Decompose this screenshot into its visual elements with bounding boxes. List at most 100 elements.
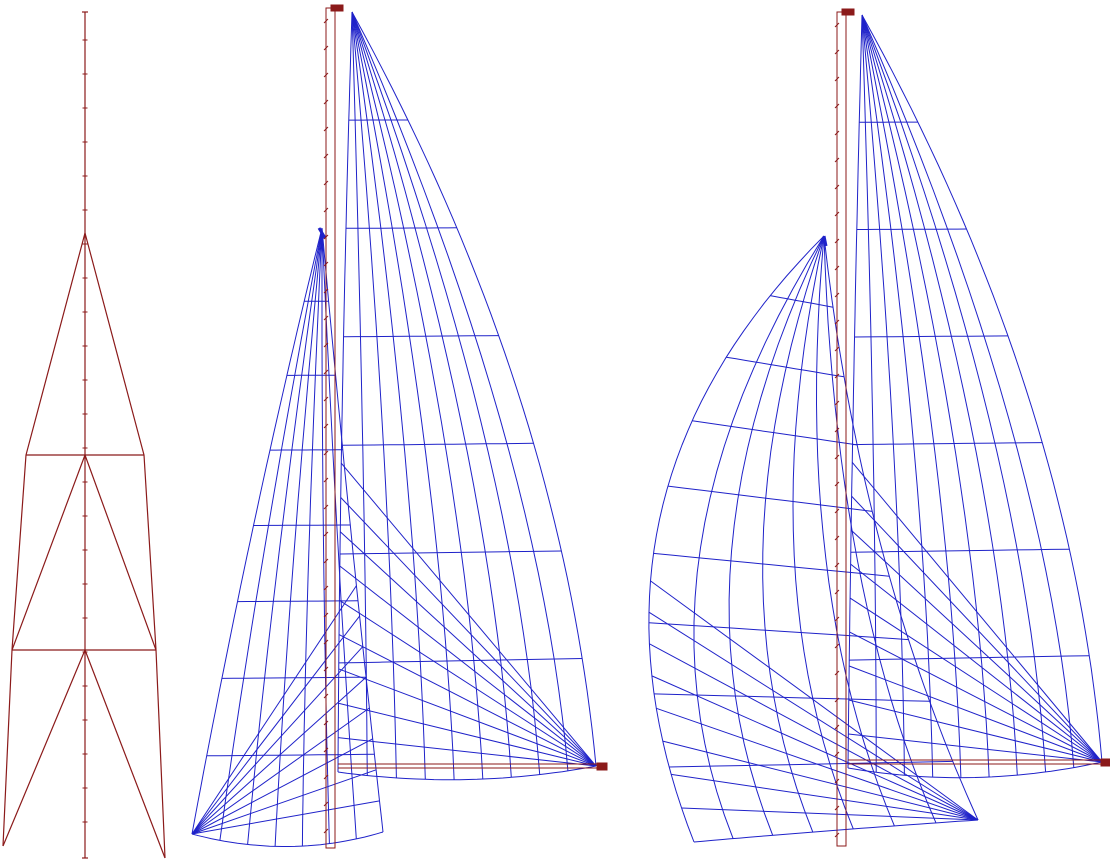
gennaker-view-masthead	[841, 8, 855, 16]
jib-luff	[191, 227, 323, 835]
jib-view-mast-fitting	[323, 207, 329, 213]
diagonal-starboard	[84, 454, 157, 651]
jib-view-mast-fitting	[323, 693, 329, 699]
jib-view-mast-fitting	[323, 180, 329, 186]
mainsail-2-fan-line	[850, 529, 1103, 763]
gennaker-view-mast-fitting	[834, 22, 840, 28]
jib-view-mast-fitting	[323, 72, 329, 78]
gennaker-view-mast-fitting	[834, 697, 840, 703]
mainsail-2-fan-line	[849, 597, 1103, 763]
jib-view-mast-fitting	[323, 45, 329, 51]
jib-view-mast-fitting	[323, 666, 329, 672]
mainsail-fan-line	[338, 668, 597, 767]
jib-view-mast-fitting	[323, 153, 329, 159]
jib-view-mast-fitting	[323, 99, 329, 105]
jib-head-mark	[317, 227, 327, 239]
jib-view-boom-end	[596, 762, 608, 771]
jib-fan-line	[191, 707, 370, 835]
jib-view-mast-fitting	[323, 612, 329, 618]
mainsail-2-span-line	[861, 14, 1018, 776]
jib-view-mast-fitting	[323, 639, 329, 645]
mainsail-fan-line	[339, 531, 597, 767]
mainsail-foot	[337, 765, 597, 781]
mainsail-2-fan-line	[849, 665, 1103, 763]
mainsail-2-chord-line	[854, 335, 1009, 338]
mainsail-2-fan-line	[850, 563, 1103, 763]
jib-span-line	[219, 227, 323, 841]
jib-view-mast-fitting	[323, 126, 329, 132]
gennaker-fan-line	[671, 773, 979, 821]
mainsail-luff	[337, 11, 353, 773]
mainsail-span-line	[351, 11, 426, 780]
mainsail-fan-line	[339, 565, 597, 767]
mainsail-2-chord-line	[852, 442, 1043, 446]
cap-shroud-port	[2, 232, 86, 847]
jib-view-mast-fitting	[323, 396, 329, 402]
gennaker-view-boom-end	[1100, 758, 1110, 767]
mainsail-leech	[351, 11, 597, 767]
gennaker-view-mast-fitting	[834, 481, 840, 487]
jib-foot	[191, 831, 384, 847]
mainsail-2-fan-line	[851, 461, 1103, 763]
jib-span-line	[247, 227, 323, 845]
mainsail-2-span-line	[861, 14, 905, 776]
gennaker-view-mast-fitting	[834, 130, 840, 136]
gennaker-chord-line	[692, 420, 858, 446]
jib-fan-line	[191, 615, 360, 835]
mainsail-fan-line	[338, 737, 597, 767]
mainsail-fan-line	[338, 702, 597, 767]
diagonal-port	[11, 454, 86, 651]
gennaker-fan-line	[649, 643, 979, 821]
lower-shroud-starboard	[84, 649, 166, 859]
jib-span-line	[274, 227, 323, 847]
gennaker-chord-line	[654, 693, 930, 702]
mainsail-2-fan-line	[851, 495, 1103, 763]
jib-chord-line	[237, 600, 359, 603]
gennaker-fan-line	[651, 675, 979, 821]
mainsail-2-span-line	[861, 14, 877, 773]
jib-fan-line	[191, 738, 373, 835]
mainsail-span-line	[351, 11, 569, 771]
jib-fan-line	[191, 585, 357, 835]
lower-shroud-port	[2, 649, 86, 847]
jib-view-masthead	[330, 4, 344, 12]
jib-span-line	[301, 227, 323, 847]
gennaker-view-mast-fitting	[834, 292, 840, 298]
jib-view-mast-fitting	[323, 774, 329, 780]
gennaker-chord-line	[648, 622, 909, 641]
mainsail-2-fan-line	[849, 631, 1103, 763]
cap-shroud-starboard	[84, 232, 166, 859]
gennaker-view-mast-fitting	[834, 616, 840, 622]
gennaker-span-line	[728, 235, 825, 836]
gennaker-fan-line	[650, 580, 979, 821]
mainsail-span-line	[351, 11, 397, 778]
mainsail-span-line	[351, 11, 368, 776]
mainsail-span-line	[351, 11, 484, 780]
gennaker-fan-line	[662, 740, 979, 821]
mainsail-jib-view	[191, 4, 608, 849]
jib-view-mast-fitting	[323, 369, 329, 375]
mainsail-gennaker-view	[648, 8, 1110, 847]
gennaker-view-mast-fitting	[834, 724, 840, 730]
mainsail-chord-line	[341, 442, 534, 446]
mainsail-2-span-line	[861, 14, 962, 778]
jib-view-mast-fitting	[323, 261, 329, 267]
gennaker-view-mast-fitting	[834, 454, 840, 460]
mainsail-chord-line	[346, 227, 457, 229]
mainsail-fan-line	[338, 634, 597, 767]
gennaker-chord-line	[726, 356, 845, 378]
gennaker-view-mast-fitting	[834, 832, 840, 838]
mainsail-2-leech	[861, 14, 1103, 763]
jib-chord-line	[206, 753, 375, 757]
gennaker-span-line	[693, 235, 825, 839]
jib-view-mast-fitting	[323, 747, 329, 753]
mainsail-2-span-line	[861, 14, 934, 778]
jib-view-mast-fitting	[323, 720, 329, 726]
jib-view-mast-fitting	[323, 450, 329, 456]
mainsail-span-line	[351, 11, 512, 778]
jib-view-mast-fitting	[323, 288, 329, 294]
gennaker-span-line	[762, 235, 825, 833]
jib-view-mast-fitting	[323, 18, 329, 24]
